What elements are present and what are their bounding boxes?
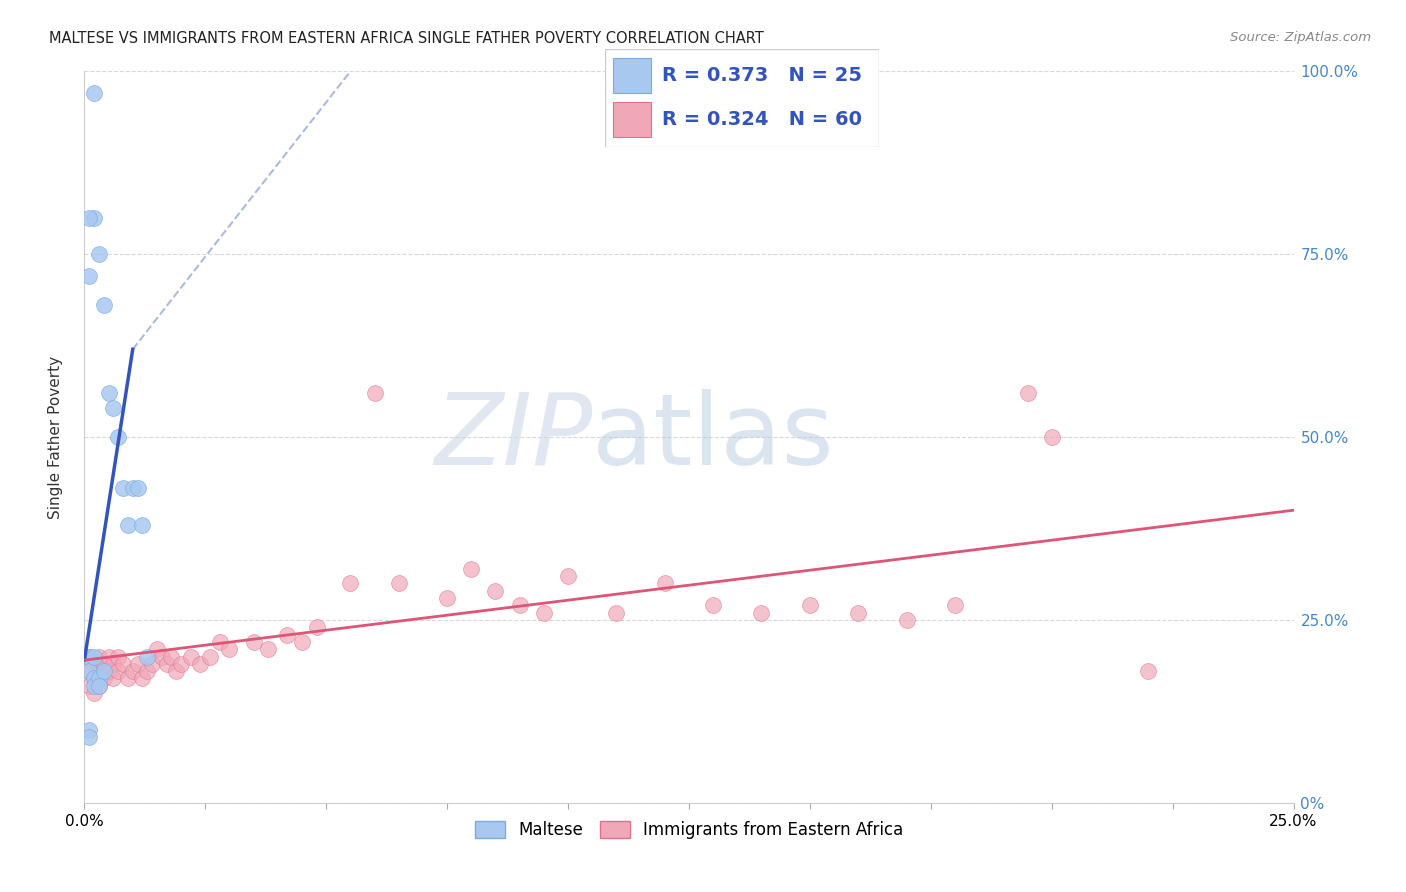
Text: ZIP: ZIP <box>434 389 592 485</box>
Point <box>896 613 918 627</box>
Point <box>436 591 458 605</box>
Point <box>103 401 125 415</box>
Point <box>77 730 100 744</box>
Point <box>77 649 100 664</box>
Point <box>751 606 773 620</box>
Point <box>83 649 105 664</box>
Point <box>702 599 724 613</box>
Point <box>97 386 120 401</box>
Point <box>605 606 627 620</box>
Point <box>112 481 135 495</box>
Point <box>557 569 579 583</box>
Point <box>190 657 212 671</box>
FancyBboxPatch shape <box>605 49 879 147</box>
Legend: Maltese, Immigrants from Eastern Africa: Maltese, Immigrants from Eastern Africa <box>468 814 910 846</box>
Point <box>276 627 298 641</box>
Point <box>654 576 676 591</box>
Point <box>339 576 361 591</box>
Point <box>388 576 411 591</box>
Point <box>180 649 202 664</box>
Point <box>141 657 163 671</box>
Point <box>77 664 100 678</box>
Point <box>170 657 193 671</box>
Point <box>87 679 110 693</box>
Point <box>509 599 531 613</box>
Point <box>218 642 240 657</box>
Point <box>150 649 173 664</box>
Point <box>533 606 555 620</box>
Text: R = 0.373   N = 25: R = 0.373 N = 25 <box>662 66 862 85</box>
Point <box>160 649 183 664</box>
Point <box>460 562 482 576</box>
Point <box>799 599 821 613</box>
Text: atlas: atlas <box>592 389 834 485</box>
Point <box>97 649 120 664</box>
Point <box>198 649 221 664</box>
Point <box>305 620 328 634</box>
Point <box>83 657 105 671</box>
Point <box>93 298 115 312</box>
Point <box>943 599 966 613</box>
Point <box>93 672 115 686</box>
Point <box>291 635 314 649</box>
Point <box>83 672 105 686</box>
Point <box>87 672 110 686</box>
Point <box>83 211 105 225</box>
Text: Source: ZipAtlas.com: Source: ZipAtlas.com <box>1230 31 1371 45</box>
Point <box>112 657 135 671</box>
Point <box>93 664 115 678</box>
Point <box>77 211 100 225</box>
Point <box>87 247 110 261</box>
Point <box>77 679 100 693</box>
Point <box>83 672 105 686</box>
Point <box>77 269 100 284</box>
FancyBboxPatch shape <box>613 58 651 94</box>
FancyBboxPatch shape <box>613 102 651 137</box>
Point <box>87 649 110 664</box>
Point <box>136 649 159 664</box>
Point <box>363 386 385 401</box>
Point <box>242 635 264 649</box>
Point <box>484 583 506 598</box>
Point <box>846 606 869 620</box>
Point <box>93 657 115 671</box>
Point <box>97 664 120 678</box>
Point <box>103 672 125 686</box>
Point <box>208 635 231 649</box>
Point <box>77 664 100 678</box>
Point <box>83 87 105 101</box>
Text: R = 0.324   N = 60: R = 0.324 N = 60 <box>662 111 862 129</box>
Point <box>83 686 105 700</box>
Text: MALTESE VS IMMIGRANTS FROM EASTERN AFRICA SINGLE FATHER POVERTY CORRELATION CHAR: MALTESE VS IMMIGRANTS FROM EASTERN AFRIC… <box>49 31 763 46</box>
Point <box>127 657 149 671</box>
Point <box>87 679 110 693</box>
Point <box>1017 386 1039 401</box>
Point <box>131 517 153 532</box>
Point <box>117 517 139 532</box>
Point <box>77 723 100 737</box>
Point <box>121 481 143 495</box>
Point <box>136 664 159 678</box>
Point <box>127 481 149 495</box>
Point <box>107 649 129 664</box>
Point <box>121 664 143 678</box>
Y-axis label: Single Father Poverty: Single Father Poverty <box>48 356 63 518</box>
Point <box>77 649 100 664</box>
Point <box>83 679 105 693</box>
Point <box>257 642 280 657</box>
Point <box>103 657 125 671</box>
Point <box>87 664 110 678</box>
Point <box>165 664 187 678</box>
Point <box>155 657 177 671</box>
Point <box>146 642 169 657</box>
Point <box>1137 664 1160 678</box>
Point <box>107 664 129 678</box>
Point <box>117 672 139 686</box>
Point <box>131 672 153 686</box>
Point <box>1040 430 1063 444</box>
Point <box>107 430 129 444</box>
